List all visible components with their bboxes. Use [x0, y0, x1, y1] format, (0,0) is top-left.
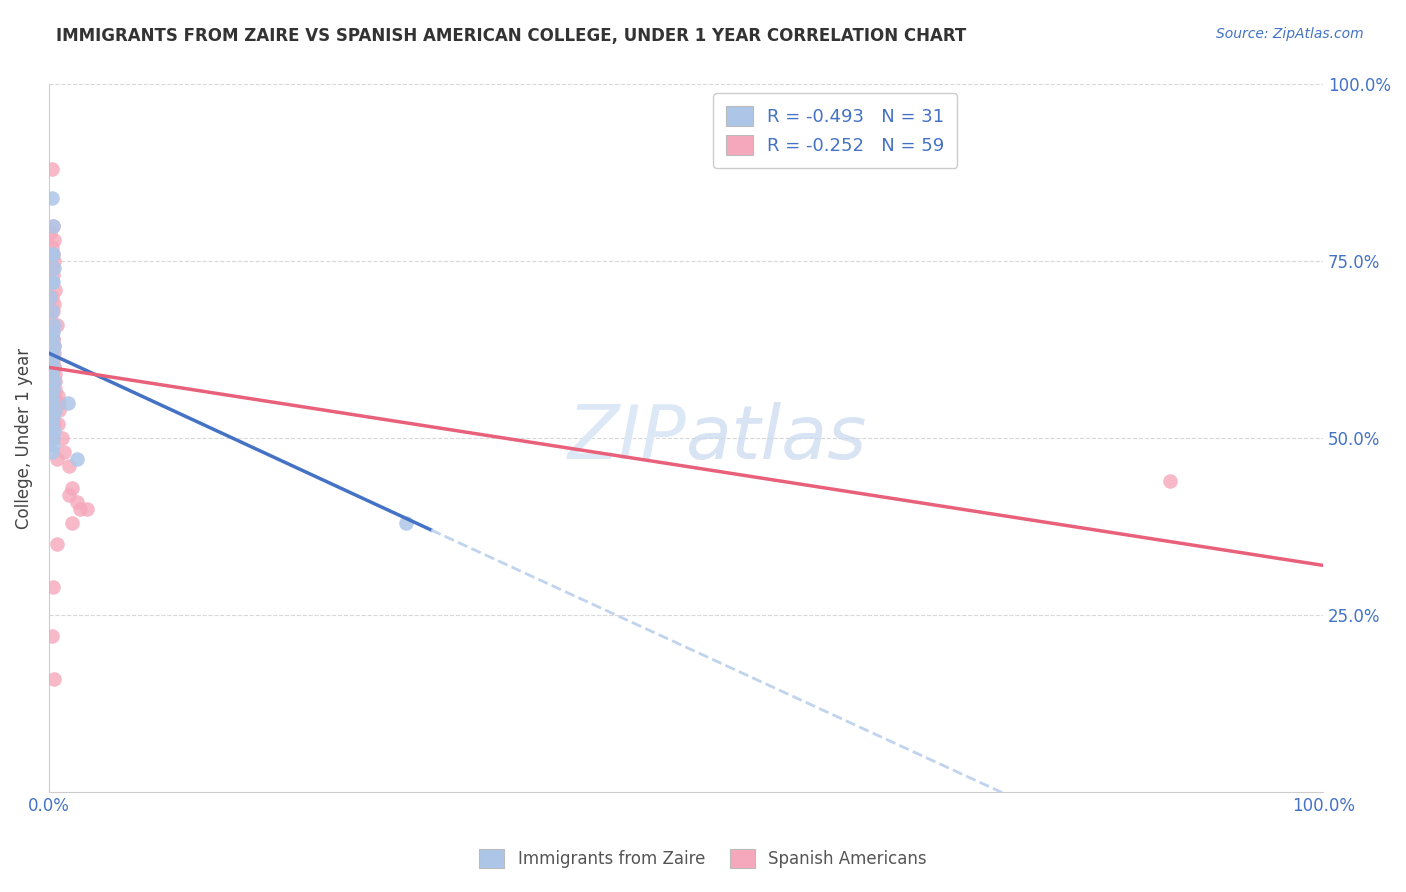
Point [41, 247, 63, 261]
Point [45, 452, 67, 467]
Point [45, 395, 67, 409]
Point [56, 395, 79, 409]
Point [41, 368, 63, 382]
Point [42, 339, 65, 353]
Point [42, 346, 65, 360]
Point [42, 424, 65, 438]
Point [41, 325, 63, 339]
Point [42, 318, 65, 332]
Point [39, 310, 62, 325]
Point [44, 402, 66, 417]
Point [42, 254, 65, 268]
Point [41, 162, 63, 177]
Point [41, 290, 63, 304]
Point [42, 382, 65, 396]
Point [42, 268, 65, 283]
Point [39, 417, 62, 431]
Point [42, 353, 65, 368]
Point [42, 247, 65, 261]
Point [44, 375, 66, 389]
Point [42, 375, 65, 389]
Point [60, 516, 83, 530]
Point [42, 276, 65, 290]
Point [41, 276, 63, 290]
Point [42, 402, 65, 417]
Point [42, 303, 65, 318]
Point [42, 247, 65, 261]
Point [42, 233, 65, 247]
Point [69, 501, 91, 516]
Point [42, 438, 65, 452]
Point [45, 318, 67, 332]
Point [42, 219, 65, 233]
Point [41, 445, 63, 459]
Point [45, 537, 67, 551]
Point [42, 219, 65, 233]
Point [42, 389, 65, 403]
Point [42, 431, 65, 445]
Point [42, 261, 65, 276]
Point [42, 360, 65, 375]
Point [39, 290, 62, 304]
Point [58, 459, 80, 474]
Point [42, 332, 65, 346]
Point [42, 672, 65, 686]
Point [395, 516, 418, 530]
Point [42, 409, 65, 424]
Point [48, 402, 70, 417]
Point [42, 395, 65, 409]
Legend: R = -0.493   N = 31, R = -0.252   N = 59: R = -0.493 N = 31, R = -0.252 N = 59 [713, 94, 957, 168]
Point [42, 332, 65, 346]
Point [46, 417, 69, 431]
Point [60, 481, 83, 495]
Point [41, 353, 63, 368]
Point [39, 276, 62, 290]
Point [42, 395, 65, 409]
Point [66, 494, 89, 508]
Point [48, 395, 70, 409]
Point [42, 360, 65, 375]
Point [66, 452, 89, 467]
Point [51, 431, 73, 445]
Point [1159, 474, 1181, 488]
Point [41, 389, 63, 403]
Text: Source: ZipAtlas.com: Source: ZipAtlas.com [1216, 27, 1364, 41]
Point [41, 303, 63, 318]
Point [44, 368, 66, 382]
Point [42, 339, 65, 353]
Text: ZIP: ZIP [567, 402, 686, 474]
Y-axis label: College, Under 1 year: College, Under 1 year [15, 348, 32, 529]
Point [41, 382, 63, 396]
Point [42, 375, 65, 389]
Point [41, 629, 63, 643]
Point [41, 191, 63, 205]
Point [58, 488, 80, 502]
Point [41, 261, 63, 276]
Text: atlas: atlas [686, 402, 868, 474]
Point [41, 240, 63, 254]
Point [42, 325, 65, 339]
Point [42, 296, 65, 310]
Point [44, 283, 66, 297]
Point [42, 431, 65, 445]
Point [53, 445, 76, 459]
Point [42, 360, 65, 375]
Legend: Immigrants from Zaire, Spanish Americans: Immigrants from Zaire, Spanish Americans [472, 843, 934, 875]
Point [76, 501, 98, 516]
Point [41, 409, 63, 424]
Point [42, 402, 65, 417]
Point [42, 346, 65, 360]
Point [44, 382, 66, 396]
Point [41, 332, 63, 346]
Point [41, 417, 63, 431]
Point [42, 360, 65, 375]
Point [39, 226, 62, 240]
Text: IMMIGRANTS FROM ZAIRE VS SPANISH AMERICAN COLLEGE, UNDER 1 YEAR CORRELATION CHAR: IMMIGRANTS FROM ZAIRE VS SPANISH AMERICA… [56, 27, 966, 45]
Point [42, 580, 65, 594]
Point [41, 346, 63, 360]
Point [46, 389, 69, 403]
Point [42, 417, 65, 431]
